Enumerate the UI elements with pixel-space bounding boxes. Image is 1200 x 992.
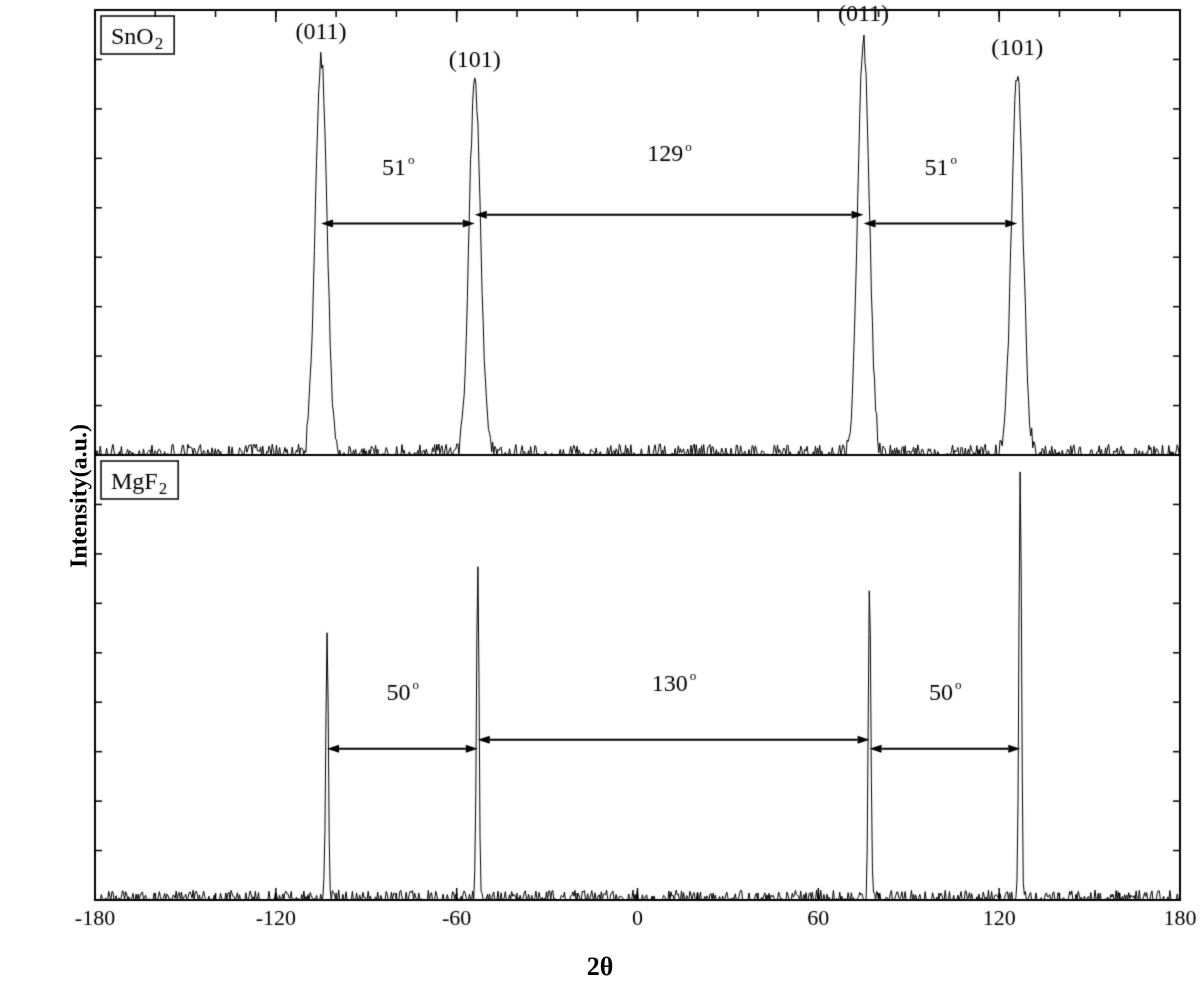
y-axis-label: Intensity(a.u.) bbox=[67, 424, 94, 568]
figure: Intensity(a.u.) 2θ bbox=[0, 0, 1200, 992]
x-axis-label: 2θ bbox=[587, 952, 614, 982]
xrd-phi-scan-chart bbox=[0, 0, 1200, 992]
